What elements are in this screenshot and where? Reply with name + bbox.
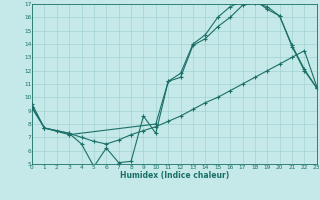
X-axis label: Humidex (Indice chaleur): Humidex (Indice chaleur) [120, 171, 229, 180]
